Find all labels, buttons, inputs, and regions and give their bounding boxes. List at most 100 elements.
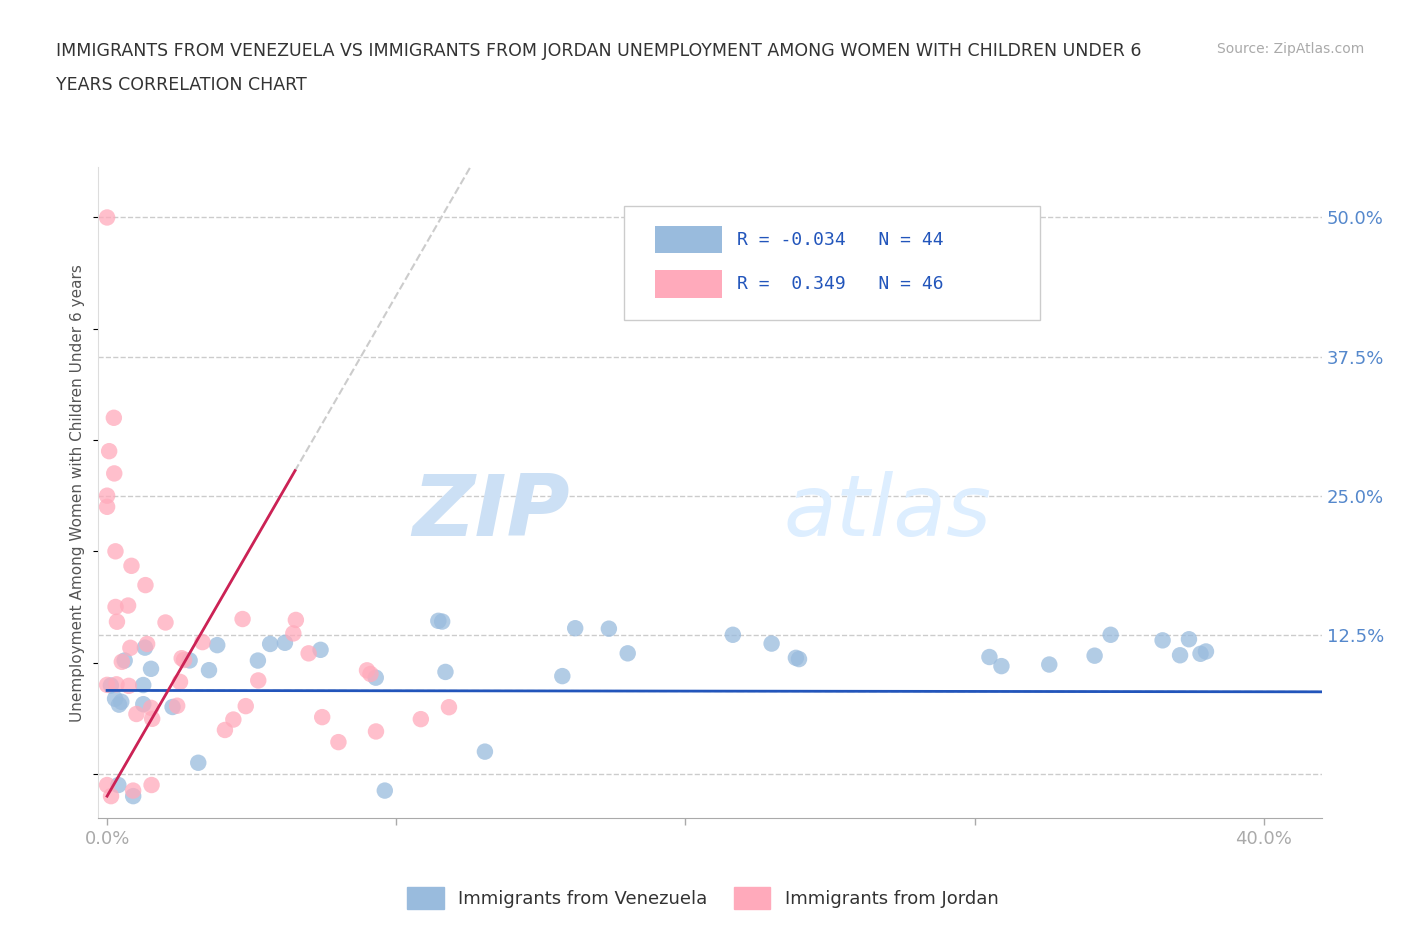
Point: [96, 210, 118, 225]
Point: [139, 700, 162, 715]
Point: [166, 698, 188, 713]
Legend: Immigrants from Venezuela, Immigrants from Jordan: Immigrants from Venezuela, Immigrants fr…: [401, 880, 1005, 916]
Point: [96, 677, 118, 692]
Point: [105, 615, 128, 630]
Point: [121, 558, 143, 573]
Point: [232, 612, 254, 627]
Point: [207, 638, 229, 653]
Point: [96, 488, 118, 503]
Point: [787, 652, 810, 667]
Point: [187, 755, 209, 770]
Point: [246, 653, 269, 668]
Point: [103, 410, 125, 425]
FancyBboxPatch shape: [624, 206, 1040, 321]
Point: [1168, 648, 1191, 663]
Point: [761, 636, 783, 651]
Point: [1084, 648, 1107, 663]
Point: [259, 636, 281, 651]
Point: [427, 614, 450, 629]
Point: [173, 653, 195, 668]
Point: [309, 643, 332, 658]
Point: [132, 697, 155, 711]
Point: [247, 673, 270, 688]
Point: [721, 628, 744, 643]
Point: [359, 667, 381, 682]
Point: [198, 663, 221, 678]
Point: [108, 698, 131, 712]
Point: [96, 499, 118, 514]
Point: [103, 466, 125, 481]
Point: [122, 789, 145, 804]
Point: [311, 710, 333, 724]
Point: [162, 699, 184, 714]
Text: Source: ZipAtlas.com: Source: ZipAtlas.com: [1216, 42, 1364, 56]
Text: IMMIGRANTS FROM VENEZUELA VS IMMIGRANTS FROM JORDAN UNEMPLOYMENT AMONG WOMEN WIT: IMMIGRANTS FROM VENEZUELA VS IMMIGRANTS …: [56, 42, 1142, 60]
Point: [125, 707, 148, 722]
Point: [328, 735, 350, 750]
Point: [356, 663, 378, 678]
Point: [374, 783, 396, 798]
Point: [364, 671, 387, 685]
Point: [283, 626, 305, 641]
Point: [169, 674, 191, 689]
Point: [598, 621, 620, 636]
Point: [564, 620, 586, 635]
Text: R = -0.034   N = 44: R = -0.034 N = 44: [737, 231, 943, 248]
Point: [100, 678, 122, 693]
Point: [111, 655, 134, 670]
Point: [214, 723, 236, 737]
Point: [222, 712, 245, 727]
Point: [409, 711, 432, 726]
Point: [155, 615, 177, 630]
Point: [105, 677, 128, 692]
Point: [122, 783, 145, 798]
Point: [114, 653, 136, 668]
Point: [191, 634, 214, 649]
Point: [785, 650, 807, 665]
Point: [979, 649, 1001, 664]
Point: [284, 613, 307, 628]
Point: [1195, 644, 1218, 659]
Point: [990, 658, 1012, 673]
Point: [1178, 631, 1201, 646]
Point: [1099, 628, 1122, 643]
Point: [437, 699, 460, 714]
Point: [136, 636, 159, 651]
Point: [430, 614, 453, 629]
Point: [1038, 658, 1060, 672]
Y-axis label: Unemployment Among Women with Children Under 6 years: Unemployment Among Women with Children U…: [70, 264, 86, 722]
Point: [274, 635, 297, 650]
Point: [132, 678, 155, 693]
Text: R =  0.349   N = 46: R = 0.349 N = 46: [737, 275, 943, 293]
Point: [134, 578, 156, 592]
Text: atlas: atlas: [783, 471, 991, 554]
Point: [98, 444, 121, 458]
Point: [110, 695, 132, 710]
Point: [120, 641, 142, 656]
Point: [551, 669, 574, 684]
Point: [616, 645, 638, 660]
Point: [170, 651, 193, 666]
Point: [1152, 633, 1174, 648]
Text: ZIP: ZIP: [412, 471, 569, 554]
Point: [298, 646, 321, 661]
Point: [364, 724, 387, 739]
Point: [434, 665, 457, 680]
Point: [139, 661, 162, 676]
Point: [179, 653, 201, 668]
Point: [104, 691, 127, 706]
Point: [134, 640, 156, 655]
Text: YEARS CORRELATION CHART: YEARS CORRELATION CHART: [56, 76, 307, 94]
Point: [104, 600, 127, 615]
Point: [474, 744, 496, 759]
Point: [104, 544, 127, 559]
Point: [141, 777, 163, 792]
Point: [235, 698, 257, 713]
Point: [96, 777, 118, 792]
Bar: [655, 271, 723, 298]
Point: [107, 777, 129, 792]
Point: [100, 789, 122, 804]
Point: [1189, 646, 1212, 661]
Point: [118, 678, 141, 693]
Bar: [655, 226, 723, 253]
